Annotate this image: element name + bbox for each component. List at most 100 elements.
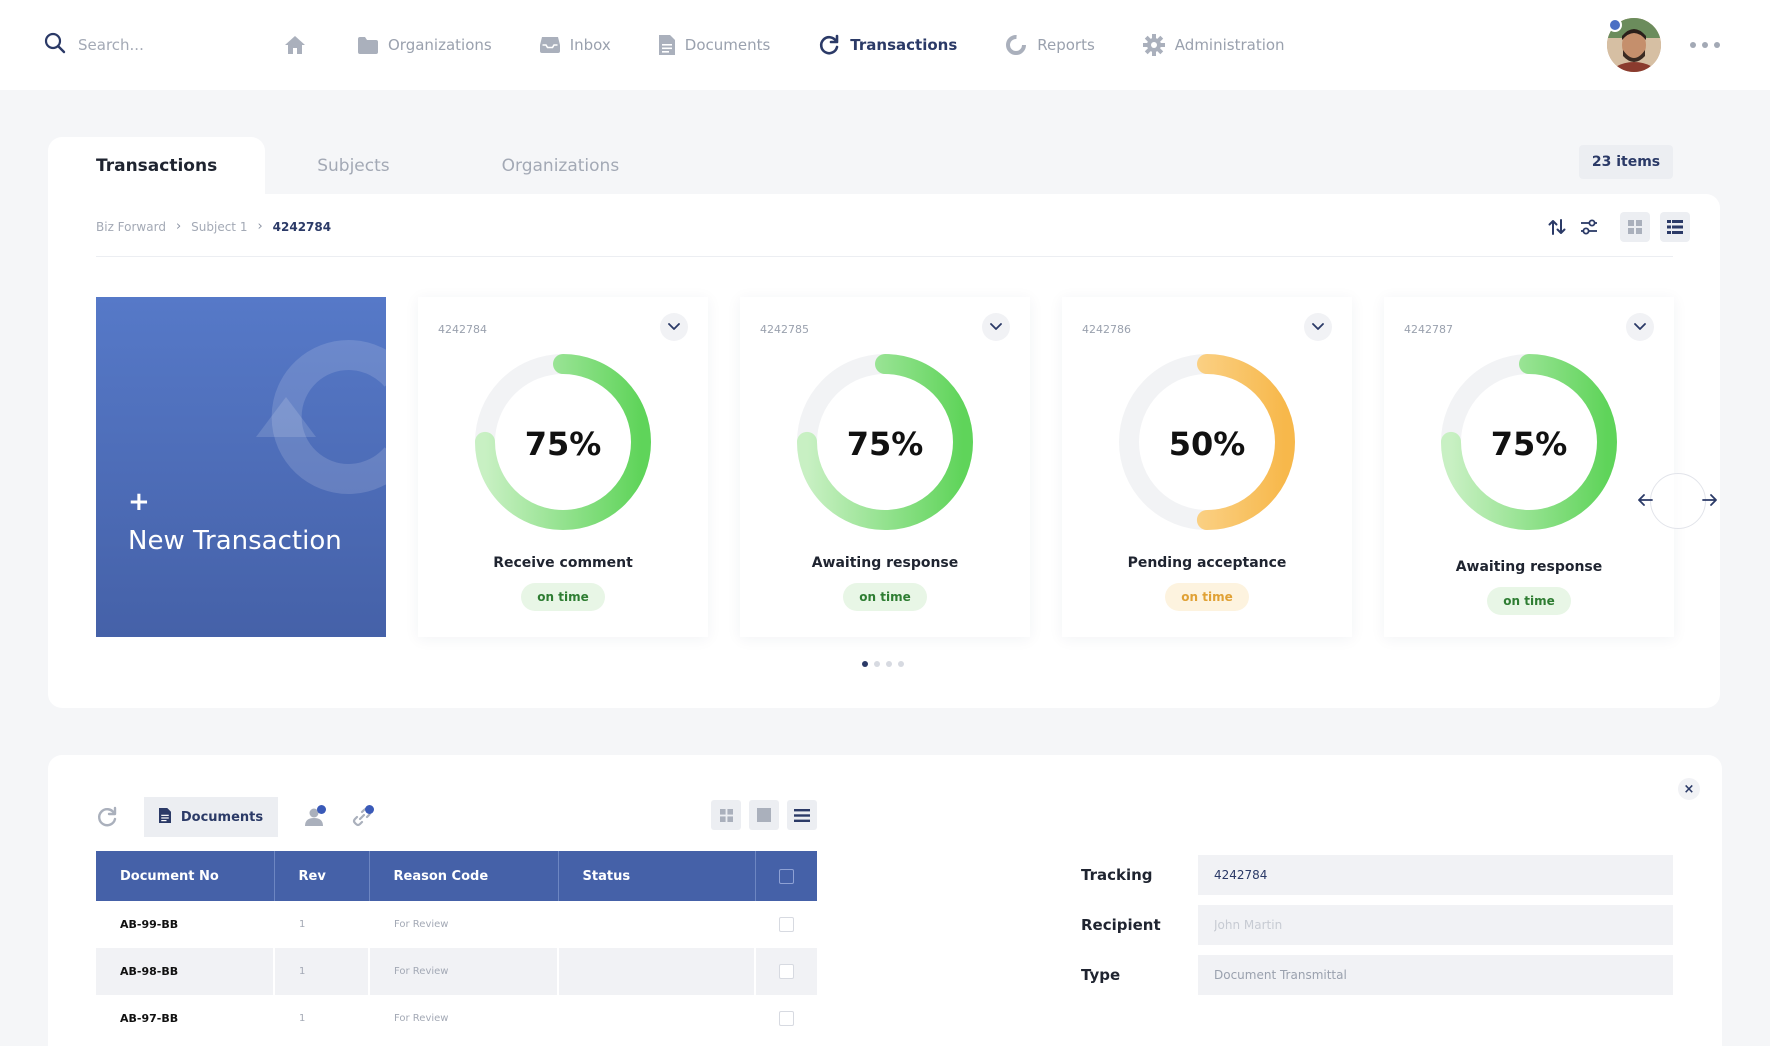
grid-view-icon[interactable] <box>711 800 741 830</box>
transaction-card[interactable]: 4242784 75% Receive comment on time <box>418 297 708 637</box>
type-field[interactable] <box>1198 955 1673 995</box>
nav-label: Transactions <box>850 36 958 54</box>
detail-toolbar: Documents <box>96 797 374 837</box>
carousel-pagination <box>862 661 904 667</box>
nav-label: Reports <box>1037 36 1095 54</box>
nav-reports[interactable]: Reports <box>1005 30 1095 60</box>
new-transaction-button[interactable]: + New Transaction <box>96 297 386 637</box>
tab-transactions[interactable]: Transactions <box>48 137 266 195</box>
nav-transactions[interactable]: Transactions <box>818 30 957 60</box>
more-options-icon[interactable] <box>1690 42 1720 48</box>
transaction-status: Pending acceptance <box>1127 555 1287 571</box>
search-input[interactable] <box>78 36 218 54</box>
home-icon <box>284 35 306 55</box>
document-icon <box>658 35 675 55</box>
transaction-card[interactable]: 4242785 75% Awaiting response on time <box>740 297 1030 637</box>
breadcrumb-current: 4242784 <box>272 219 332 234</box>
status-badge: on time <box>1165 583 1249 611</box>
documents-tab-label: Documents <box>180 809 264 825</box>
progress-arc <box>1119 354 1295 530</box>
checkbox-cell <box>755 901 817 948</box>
pagination-dot[interactable] <box>862 661 868 667</box>
progress-arc <box>797 354 973 530</box>
list-view-icon[interactable] <box>1660 212 1690 242</box>
close-icon[interactable]: × <box>1678 778 1700 800</box>
document-icon <box>158 807 171 827</box>
search-icon[interactable] <box>44 32 66 58</box>
reason-code-cell: For Review <box>369 901 559 948</box>
link-icon[interactable] <box>352 805 374 827</box>
pagination-dot[interactable] <box>874 661 880 667</box>
nav-home[interactable] <box>284 30 306 60</box>
column-header[interactable]: Rev <box>274 851 370 901</box>
transaction-card[interactable]: 4242786 50% Pending acceptance on time <box>1062 297 1352 637</box>
tracking-field[interactable] <box>1198 855 1673 895</box>
chevron-down-icon[interactable] <box>982 313 1010 341</box>
inbox-icon <box>539 37 560 53</box>
arrow-left-icon[interactable] <box>1637 492 1653 512</box>
filter-sliders-icon[interactable] <box>1574 212 1604 242</box>
nav-organizations[interactable]: Organizations <box>358 30 492 60</box>
transaction-status: Awaiting response <box>811 555 959 571</box>
type-label: Type <box>1081 966 1121 984</box>
chevron-down-icon[interactable] <box>1304 313 1332 341</box>
user-icon[interactable] <box>304 805 326 827</box>
arrow-right-icon[interactable] <box>1702 492 1718 512</box>
transaction-id: 4242786 <box>1082 323 1131 336</box>
refresh-icon <box>818 34 840 56</box>
nav-label: Organizations <box>388 36 492 54</box>
gear-icon <box>1142 34 1165 56</box>
transaction-id: 4242787 <box>1404 323 1453 336</box>
transaction-card[interactable]: 4242787 75% Awaiting response on time <box>1384 297 1674 637</box>
column-header[interactable]: Reason Code <box>369 851 559 901</box>
table-row[interactable]: AB-97-BB 1 For Review <box>96 995 817 1042</box>
row-checkbox[interactable] <box>779 1011 794 1026</box>
revision-cell: 1 <box>274 901 370 948</box>
select-all-checkbox[interactable] <box>778 868 794 884</box>
breadcrumb-item[interactable]: Subject 1 <box>191 219 248 234</box>
single-view-icon[interactable] <box>749 800 779 830</box>
tab-organizations[interactable]: Organizations <box>501 156 620 176</box>
nav-label: Administration <box>1174 36 1285 54</box>
chevron-down-icon[interactable] <box>1626 313 1654 341</box>
table-header-row: Document No Rev Reason Code Status <box>96 851 817 901</box>
breadcrumb-item[interactable]: Biz Forward <box>96 219 166 234</box>
chevron-down-icon[interactable] <box>660 313 688 341</box>
column-header[interactable]: Document No <box>96 851 275 901</box>
pagination-dot[interactable] <box>898 661 904 667</box>
revision-cell: 1 <box>274 995 370 1042</box>
document-number-cell: AB-99-BB <box>96 901 275 948</box>
list-view-icon[interactable] <box>787 800 817 830</box>
nav-administration[interactable]: Administration <box>1142 30 1285 60</box>
status-badge: on time <box>843 583 927 611</box>
pagination-dot[interactable] <box>886 661 892 667</box>
nav-documents[interactable]: Documents <box>658 30 770 60</box>
recipient-row: Recipient <box>1081 905 1673 945</box>
documents-table: Document No Rev Reason Code Status AB-99… <box>96 851 817 1042</box>
chevron-right-icon: › <box>257 219 263 234</box>
nav-label: Inbox <box>569 36 611 54</box>
tab-documents[interactable]: Documents <box>144 797 278 837</box>
new-transaction-label: New Transaction <box>128 526 342 556</box>
progress-percent: 75% <box>524 425 602 463</box>
type-row: Type <box>1081 955 1673 995</box>
nav-inbox[interactable]: Inbox <box>539 30 611 60</box>
table-row[interactable]: AB-98-BB 1 For Review <box>96 948 817 995</box>
chevron-right-icon: › <box>175 219 182 234</box>
reason-code-cell: For Review <box>369 995 559 1042</box>
sort-icon[interactable] <box>1542 212 1572 242</box>
column-header[interactable]: Status <box>558 851 756 901</box>
plus-icon: + <box>128 487 150 517</box>
progress-percent: 50% <box>1168 425 1246 463</box>
main-nav: Organizations Inbox Documents Transactio… <box>284 30 1333 60</box>
row-checkbox[interactable] <box>779 964 794 979</box>
status-badge: on time <box>521 583 605 611</box>
items-count-badge: 23 items <box>1579 145 1673 179</box>
view-toolbar <box>1542 212 1690 242</box>
row-checkbox[interactable] <box>779 917 794 932</box>
refresh-icon[interactable] <box>96 806 118 828</box>
recipient-field[interactable] <box>1198 905 1673 945</box>
tab-subjects[interactable]: Subjects <box>317 156 390 176</box>
grid-view-icon[interactable] <box>1620 212 1650 242</box>
table-row[interactable]: AB-99-BB 1 For Review <box>96 901 817 948</box>
